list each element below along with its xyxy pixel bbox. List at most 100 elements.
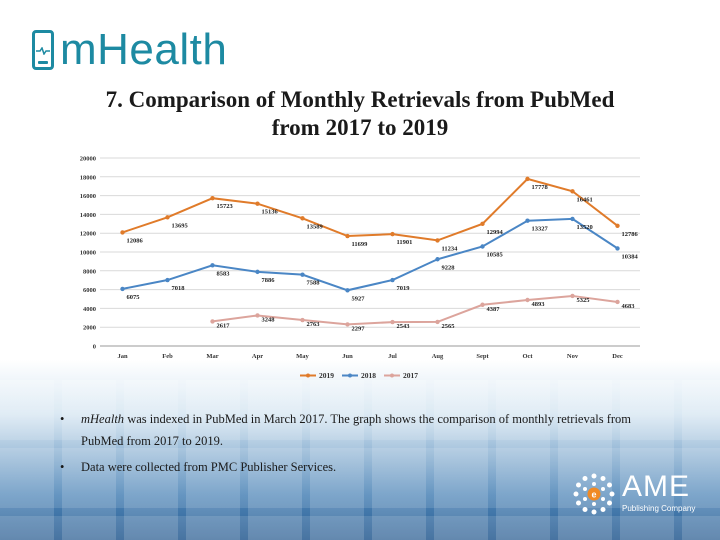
data-label: 9228 [442, 264, 456, 271]
data-label: 15723 [217, 203, 234, 210]
slide-title: 7. Comparison of Monthly Retrievals from… [60, 86, 660, 142]
line-chart: 0 2000 4000 6000 8000 10000 12000 14000 16000 180… [80, 156, 640, 380]
data-point [435, 238, 440, 243]
data-point [255, 269, 260, 275]
journal-name: mHealth [81, 412, 125, 426]
data-label: 13695 [172, 222, 189, 229]
data-label: 7886 [262, 277, 276, 284]
data-point [345, 322, 350, 327]
legend-marker [348, 373, 352, 378]
data-point [570, 216, 575, 222]
data-label: 13589 [307, 223, 324, 230]
legend-marker [306, 373, 310, 378]
x-tick-label: May [296, 353, 309, 360]
ame-wordmark: AME [622, 470, 691, 503]
bullet-item: • mHealth was indexed in PubMed in March… [56, 408, 636, 452]
data-label: 10384 [622, 253, 639, 260]
slide-title-line-2: from 2017 to 2019 [271, 115, 449, 140]
data-label: 12786 [622, 231, 639, 238]
data-point [480, 221, 485, 227]
data-label: 2617 [217, 322, 231, 329]
data-label: 13520 [577, 224, 593, 231]
data-label: 8583 [217, 270, 231, 277]
data-point [525, 218, 530, 223]
data-label: 10585 [487, 252, 504, 259]
x-tick-label: Aug [432, 353, 444, 360]
y-tick-label: 8000 [83, 268, 96, 275]
data-point [435, 319, 440, 325]
x-tick-label: Jan [117, 353, 128, 360]
data-label: 4387 [487, 306, 501, 313]
data-point [390, 277, 395, 283]
data-point [255, 313, 260, 318]
y-tick-label: 20000 [80, 156, 96, 163]
background-gradient [0, 360, 720, 540]
data-label: 13327 [532, 226, 549, 233]
x-tick-label: Sept [476, 353, 489, 360]
data-point [615, 223, 620, 229]
data-label: 12086 [127, 237, 144, 244]
data-label: 3248 [262, 316, 276, 323]
y-tick-label: 2000 [83, 325, 96, 332]
bullet-text: was indexed in PubMed in March 2017. The… [81, 412, 632, 448]
background-pattern [0, 380, 720, 540]
data-point [255, 201, 260, 206]
x-tick-label: Mar [206, 353, 218, 360]
data-label: 11234 [442, 245, 459, 252]
y-tick-label: 6000 [83, 287, 96, 294]
mhealth-logo: mHealth [32, 26, 227, 74]
data-label: 7019 [397, 285, 411, 292]
y-tick-label: 10000 [80, 250, 96, 257]
bullet-item: • Data were collected from PMC Publisher… [56, 456, 636, 478]
data-point [300, 317, 305, 323]
logo-text: mHealth [60, 25, 228, 74]
svg-text:e: e [591, 490, 596, 500]
data-label: 11901 [397, 239, 413, 246]
data-point [435, 257, 440, 262]
background-pattern-rows [0, 380, 720, 540]
data-point [615, 246, 620, 251]
data-label: 15136 [262, 209, 279, 216]
y-tick-label: 4000 [83, 306, 96, 313]
slide-title-line-1: 7. Comparison of Monthly Retrievals from… [105, 87, 615, 112]
phone-pulse-icon [32, 30, 54, 70]
data-label: 5325 [577, 297, 591, 304]
legend-label: 2019 [319, 371, 334, 380]
series-line-2019 [122, 177, 619, 242]
data-label: 7018 [172, 285, 186, 292]
y-tick-label: 18000 [80, 174, 96, 181]
data-point [120, 286, 125, 292]
y-tick-label: 12000 [80, 231, 96, 238]
x-tick-label: Jul [388, 353, 397, 360]
bullet-list: • mHealth was indexed in PubMed in March… [56, 408, 636, 482]
data-label: 7588 [307, 280, 321, 287]
bullet-text: Data were collected from PMC Publisher S… [81, 460, 337, 474]
data-label: 16461 [577, 196, 593, 203]
x-tick-label: Oct [522, 353, 533, 360]
bullet-marker: • [60, 460, 65, 474]
data-point [390, 231, 395, 237]
data-point [345, 233, 350, 239]
data-point [300, 272, 305, 277]
data-point [525, 176, 530, 182]
data-label: 11699 [352, 241, 369, 248]
data-label: 4683 [622, 303, 636, 310]
ame-dots-icon: e [573, 473, 615, 515]
data-point [480, 302, 485, 307]
series-line-2018 [122, 217, 619, 292]
legend-label: 2017 [403, 371, 418, 380]
bullet-marker: • [60, 412, 65, 426]
ame-logo: e AME Publishing Company [572, 470, 702, 526]
data-point [390, 319, 395, 325]
x-tick-label: Feb [162, 353, 173, 360]
data-point [300, 216, 305, 221]
pulse-icon [36, 47, 50, 55]
x-tick-label: Apr [252, 353, 263, 360]
data-point [210, 319, 215, 324]
data-point [615, 299, 620, 305]
data-label: 2763 [307, 321, 321, 328]
x-tick-label: Jun [342, 353, 353, 360]
data-point [525, 297, 530, 303]
legend-marker [390, 373, 394, 378]
